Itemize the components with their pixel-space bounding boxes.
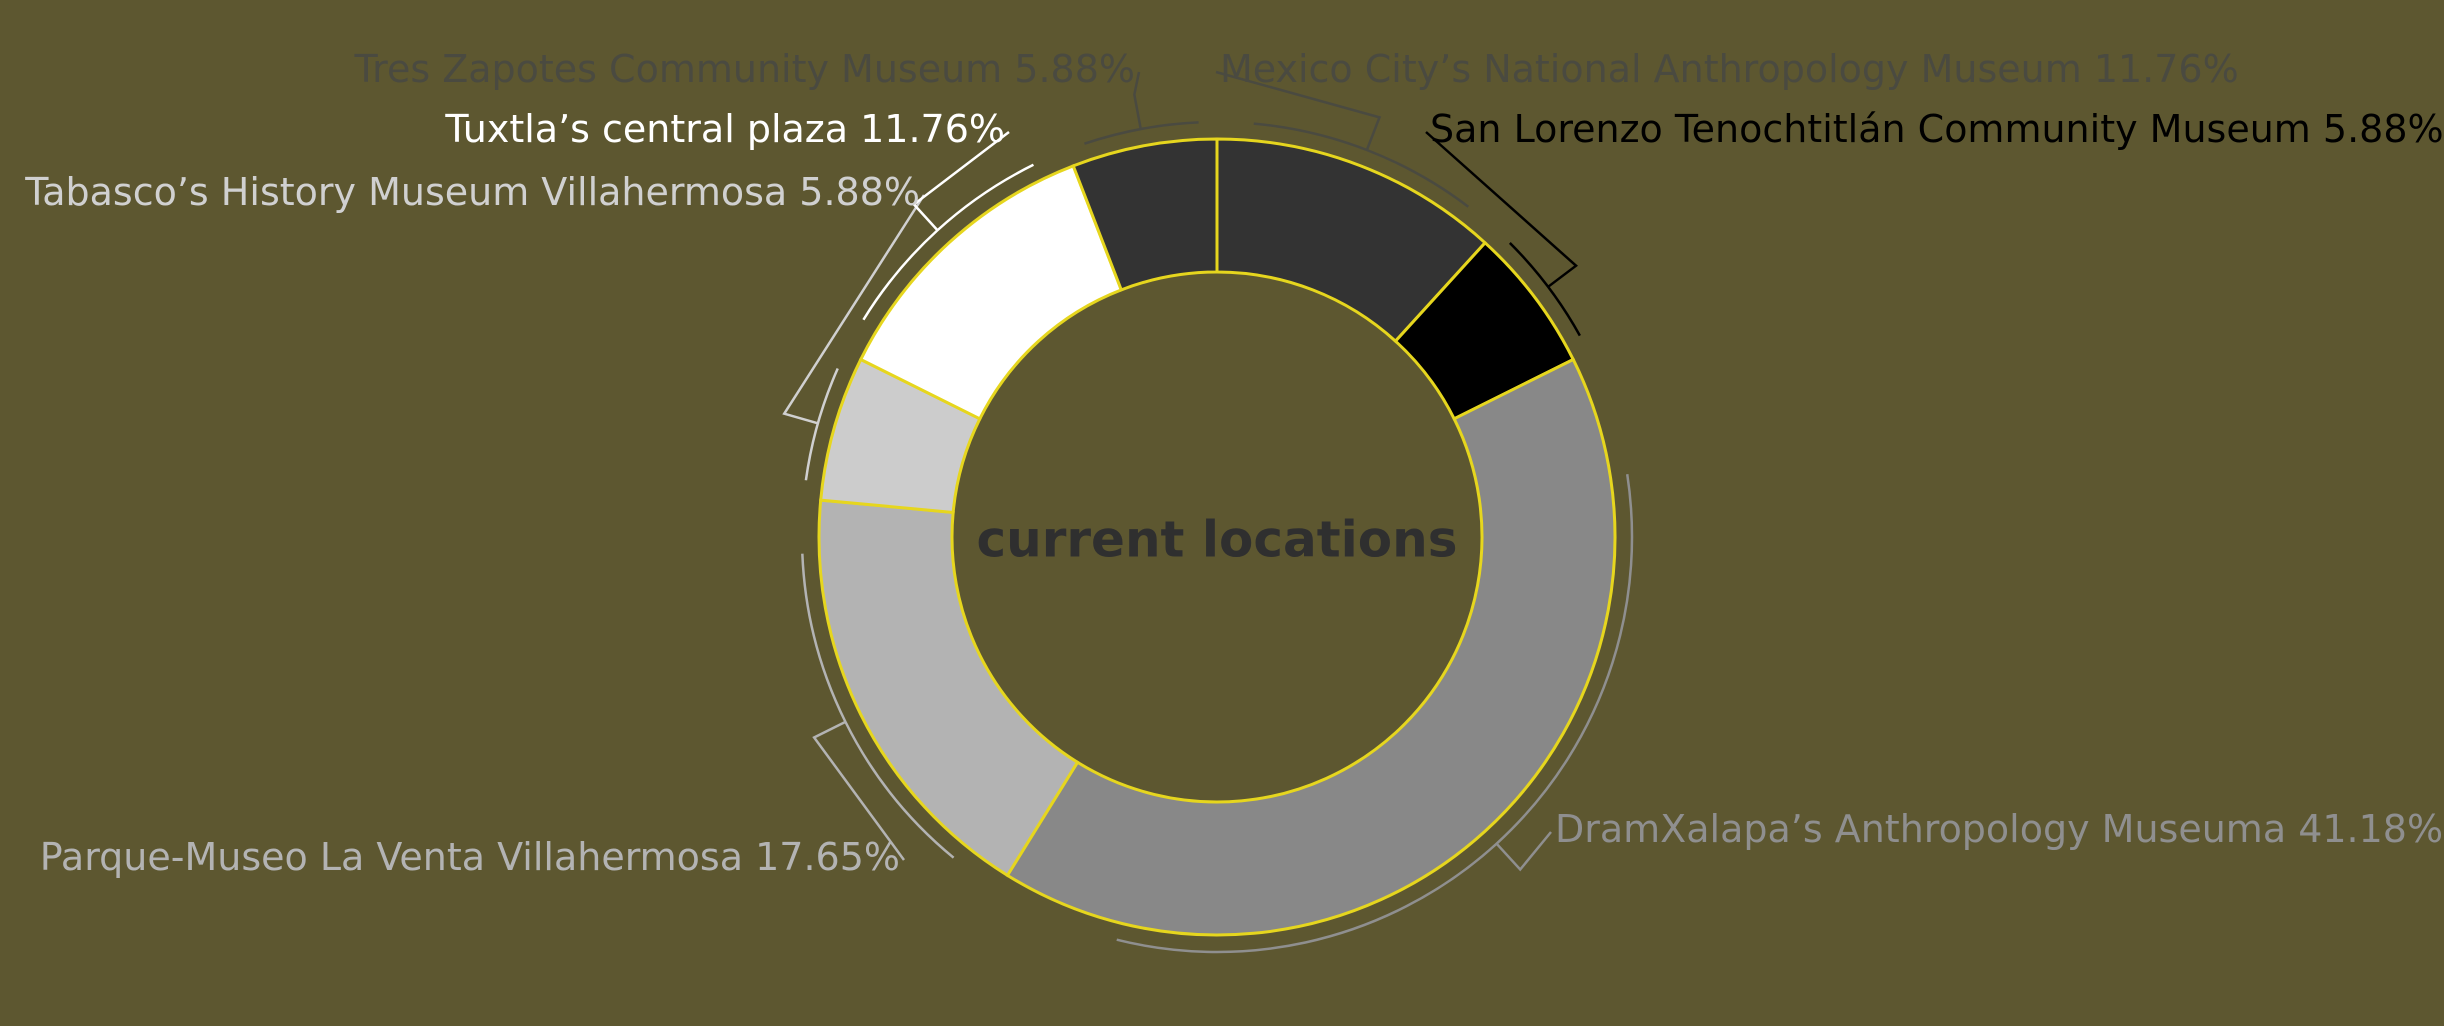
leader-tres-zapotes-community-museum bbox=[1084, 71, 1199, 145]
slice-dramxalapa-s-anthropology-museuma bbox=[1005, 357, 1617, 937]
leader-mexico-city-s-national-anthropology-museum bbox=[1215, 70, 1470, 208]
leaders-layer bbox=[782, 70, 1634, 954]
leader-parque-museo-la-venta-villahermosa bbox=[801, 553, 955, 861]
leader-tuxtla-s-central-plaza bbox=[862, 131, 1034, 321]
slices-layer bbox=[817, 137, 1617, 937]
label-tabasco-s-history-museum-villahermosa: Tabasco’s History Museum Villahermosa 5.… bbox=[24, 170, 920, 214]
leader-tabasco-s-history-museum-villahermosa bbox=[782, 194, 926, 481]
label-dramxalapa-s-anthropology-museuma: DramXalapa’s Anthropology Museuma 41.18% bbox=[1555, 807, 2443, 851]
slice-parque-museo-la-venta-villahermosa bbox=[817, 498, 1080, 878]
leader-san-lorenzo-tenochtitlan-community-museum bbox=[1425, 131, 1581, 337]
labels-layer: Mexico City’s National Anthropology Muse… bbox=[24, 47, 2443, 879]
label-parque-museo-la-venta-villahermosa: Parque-Museo La Venta Villahermosa 17.65… bbox=[40, 835, 900, 879]
leader-dramxalapa-s-anthropology-museuma bbox=[1116, 474, 1634, 954]
label-mexico-city-s-national-anthropology-museum: Mexico City’s National Anthropology Muse… bbox=[1220, 47, 2239, 91]
slice-tres-zapotes-community-museum bbox=[1071, 137, 1219, 292]
center-title: current locations bbox=[977, 511, 1458, 569]
label-tres-zapotes-community-museum: Tres Zapotes Community Museum 5.88% bbox=[354, 47, 1135, 91]
label-san-lorenzo-tenochtitlan-community-museum: San Lorenzo Tenochtitlán Community Museu… bbox=[1430, 107, 2444, 151]
label-tuxtla-s-central-plaza: Tuxtla’s central plaza 11.76% bbox=[444, 107, 1005, 151]
